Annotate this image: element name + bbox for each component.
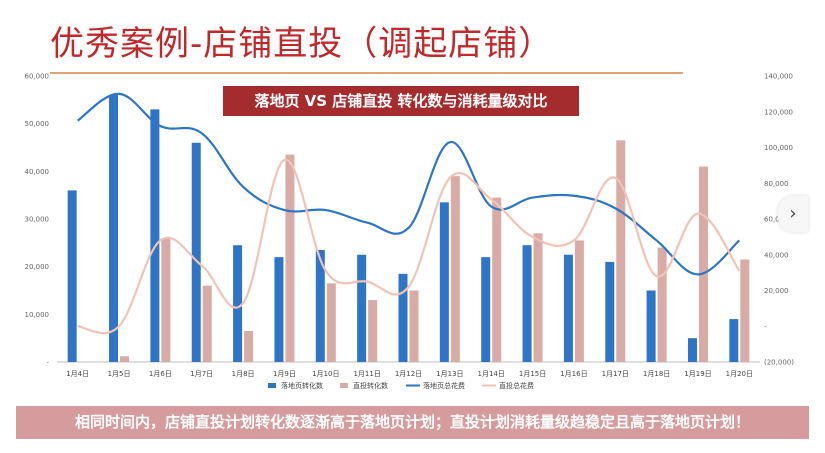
bar-direct-conversions (285, 154, 295, 362)
right-tick-label: 140,000 (764, 73, 793, 81)
line-direct-cost (77, 158, 741, 335)
x-tick-label: 1月11日 (353, 370, 380, 378)
x-tick-label: 1月18日 (643, 370, 670, 378)
x-tick-label: 1月4日 (66, 370, 89, 378)
x-tick-label: 1月16日 (560, 370, 587, 378)
legend-label: 落地页转化数 (281, 381, 323, 390)
left-tick-label: 60,000 (25, 73, 50, 81)
right-tick-label: - (764, 323, 767, 331)
left-tick-label: 30,000 (25, 216, 50, 224)
x-tick-label: 1月7日 (190, 370, 213, 378)
legend-swatch (340, 383, 348, 388)
legend-label: 直投总花费 (499, 381, 534, 390)
bar-landing-conversions (67, 190, 77, 362)
bar-direct-conversions (450, 176, 460, 362)
bar-landing-conversions (233, 245, 243, 362)
right-tick-label: (20,000) (764, 359, 794, 367)
chart: - 10,000 20,000 30,000 40,000 50,000 60,000 (20… (25, 73, 795, 391)
x-tick-label: 1月17日 (602, 370, 629, 378)
right-tick-label: 40,000 (764, 251, 789, 259)
chart-title: 落地页 VS 店铺直投 转化数与消耗量级对比 (223, 86, 579, 116)
legend-label: 落地页总花费 (423, 381, 465, 390)
bar-direct-conversions (161, 238, 171, 362)
right-tick-label: 100,000 (764, 144, 793, 152)
bar-direct-conversions (244, 331, 254, 362)
x-tick-label: 1月10日 (312, 370, 339, 378)
bar-direct-conversions (120, 356, 130, 362)
bar-landing-conversions (605, 261, 615, 362)
bar-direct-conversions (657, 247, 667, 362)
bar-direct-conversions (574, 240, 584, 362)
title-divider (50, 72, 683, 74)
right-tick-label: 60,000 (764, 216, 789, 224)
bar-landing-conversions (563, 254, 573, 362)
x-tick-label: 1月12日 (395, 370, 422, 378)
x-tick-label: 1月6日 (149, 370, 172, 378)
x-tick-label: 1月20日 (726, 370, 753, 378)
x-tick-label: 1月13日 (436, 370, 463, 378)
x-tick-label: 1月15日 (519, 370, 546, 378)
bar-landing-conversions (274, 257, 284, 362)
bar-landing-conversions (522, 245, 532, 362)
page-title: 优秀案例-店铺直投（调起店铺） (50, 24, 554, 64)
bar-direct-conversions (492, 197, 502, 362)
x-tick-label: 1月19日 (684, 370, 711, 378)
bar-landing-conversions (687, 338, 697, 362)
x-tick-label: 1月14日 (478, 370, 505, 378)
bar-landing-conversions (646, 290, 656, 362)
chevron-right-icon[interactable]: › (778, 196, 808, 232)
conclusion-banner: 相同时间内，店铺直投计划转化数逐渐高于落地页计划；直投计划消耗量级趋稳定且高于落… (16, 406, 809, 439)
bar-direct-conversions (698, 166, 708, 362)
right-tick-label: 120,000 (764, 108, 793, 116)
bar-landing-conversions (357, 254, 367, 362)
right-tick-label: 20,000 (764, 287, 789, 295)
bar-direct-conversions (326, 283, 336, 362)
bar-landing-conversions (729, 319, 739, 362)
right-tick-label: 80,000 (764, 180, 789, 188)
bar-landing-conversions (150, 109, 160, 362)
bar-direct-conversions (202, 285, 212, 362)
bar-landing-conversions (191, 142, 201, 362)
x-tick-label: 1月9日 (273, 370, 296, 378)
line-landing-cost (77, 92, 741, 276)
left-tick-label: 50,000 (25, 120, 50, 128)
left-tick-label: 20,000 (25, 263, 50, 271)
bar-landing-conversions (481, 257, 491, 362)
bar-landing-conversions (315, 249, 325, 362)
bar-landing-conversions (109, 95, 119, 363)
legend-swatch (268, 383, 276, 388)
bar-landing-conversions (398, 273, 408, 362)
x-tick-label: 1月8日 (232, 370, 255, 378)
bar-direct-conversions (533, 233, 543, 362)
left-tick-label: - (46, 359, 49, 367)
legend-label: 直投转化数 (353, 381, 388, 390)
left-tick-label: 40,000 (25, 168, 50, 176)
x-tick-label: 1月5日 (108, 370, 131, 378)
bar-direct-conversions (409, 290, 419, 362)
left-tick-label: 10,000 (25, 311, 50, 319)
bar-direct-conversions (368, 300, 378, 362)
bar-direct-conversions (740, 259, 750, 362)
bar-landing-conversions (439, 202, 449, 362)
bar-direct-conversions (616, 140, 626, 362)
